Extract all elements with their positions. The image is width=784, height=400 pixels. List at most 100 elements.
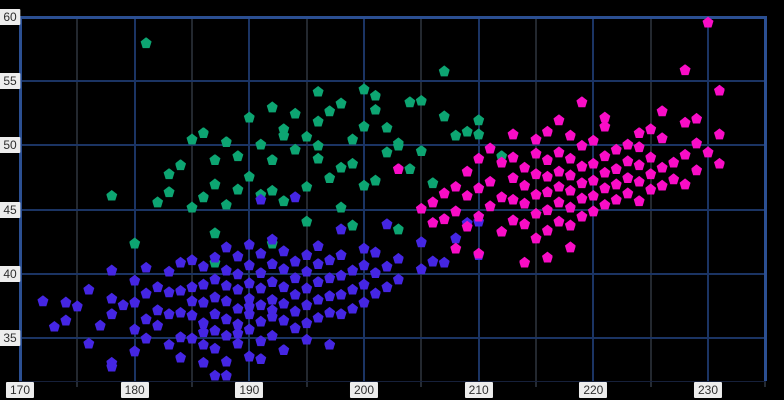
data-point-blue-cluster: [163, 308, 175, 320]
data-point-green-cluster: [324, 172, 336, 183]
data-point-blue-cluster: [117, 299, 129, 311]
data-point-magenta-cluster: [519, 218, 531, 230]
x-tick-mark: [76, 381, 79, 387]
data-point-magenta-cluster: [450, 242, 462, 254]
data-point-blue-cluster: [106, 308, 118, 320]
data-point-magenta-cluster: [713, 157, 725, 169]
data-point-green-cluster: [369, 174, 381, 186]
data-point-blue-cluster: [243, 259, 255, 271]
x-tick-mark: [649, 381, 652, 387]
data-point-magenta-cluster: [415, 202, 427, 214]
data-point-blue-cluster: [301, 282, 313, 294]
data-point-blue-cluster: [220, 329, 232, 341]
data-point-blue-cluster: [197, 326, 209, 338]
data-point-blue-cluster: [140, 332, 152, 344]
data-point-green-cluster: [312, 115, 324, 127]
data-point-magenta-cluster: [564, 184, 576, 196]
data-point-blue-cluster: [197, 356, 209, 368]
data-point-magenta-cluster: [473, 152, 485, 164]
data-point-magenta-cluster: [599, 198, 611, 210]
data-point-green-cluster: [152, 196, 164, 208]
data-point-blue-cluster: [255, 282, 267, 294]
data-point-blue-cluster: [163, 286, 175, 298]
data-point-green-cluster: [301, 180, 313, 192]
data-point-green-cluster: [312, 85, 324, 97]
data-point-blue-cluster: [289, 272, 301, 284]
x-gridline-major: [477, 17, 480, 381]
data-point-magenta-cluster: [587, 174, 599, 186]
x-gridline-minor: [191, 17, 193, 381]
data-point-green-cluster: [358, 120, 370, 132]
data-point-blue-cluster: [415, 236, 427, 248]
data-point-magenta-cluster: [530, 168, 542, 180]
data-point-blue-cluster: [427, 255, 439, 267]
data-point-green-cluster: [324, 105, 336, 117]
data-point-blue-cluster: [220, 264, 232, 276]
data-point-blue-cluster: [48, 320, 60, 332]
data-point-magenta-cluster: [679, 148, 691, 160]
data-point-magenta-cluster: [622, 138, 634, 150]
data-point-magenta-cluster: [576, 177, 588, 189]
data-point-magenta-cluster: [691, 137, 703, 149]
data-point-magenta-cluster: [622, 172, 634, 183]
data-point-magenta-cluster: [484, 200, 496, 212]
y-tick-label: 55: [0, 73, 21, 90]
data-point-blue-cluster: [358, 259, 370, 271]
data-point-green-cluster: [301, 130, 313, 142]
data-point-blue-cluster: [243, 323, 255, 335]
data-point-blue-cluster: [255, 335, 267, 347]
x-gridline-minor: [420, 17, 423, 381]
data-point-magenta-cluster: [519, 197, 531, 209]
data-point-magenta-cluster: [679, 64, 691, 76]
data-point-green-cluster: [266, 184, 278, 196]
x-tick-label: 210: [464, 382, 493, 398]
data-point-blue-cluster: [289, 288, 301, 300]
data-point-blue-cluster: [220, 295, 232, 307]
data-point-blue-cluster: [175, 331, 187, 343]
data-point-magenta-cluster: [645, 123, 657, 135]
y-tick-label: 35: [0, 330, 21, 346]
data-point-blue-cluster: [220, 355, 232, 367]
data-point-magenta-cluster: [633, 141, 645, 153]
data-point-blue-cluster: [175, 351, 187, 363]
data-point-blue-cluster: [335, 288, 347, 300]
y-gridline-major: [20, 144, 766, 147]
data-point-green-cluster: [266, 154, 278, 166]
data-point-blue-cluster: [381, 218, 393, 230]
data-point-magenta-cluster: [541, 204, 553, 216]
data-point-magenta-cluster: [461, 165, 473, 177]
data-point-blue-cluster: [152, 319, 164, 331]
data-point-blue-cluster: [186, 281, 198, 293]
data-point-blue-cluster: [278, 263, 290, 275]
data-point-magenta-cluster: [599, 182, 611, 194]
data-point-green-cluster: [392, 223, 404, 235]
data-point-magenta-cluster: [564, 241, 576, 253]
data-point-magenta-cluster: [656, 179, 668, 191]
data-point-green-cluster: [209, 154, 221, 166]
data-point-magenta-cluster: [507, 172, 519, 183]
top-spine: [19, 16, 767, 19]
data-point-blue-cluster: [255, 267, 267, 279]
data-point-blue-cluster: [106, 264, 118, 276]
data-point-magenta-cluster: [553, 146, 565, 158]
data-point-blue-cluster: [324, 254, 336, 266]
data-point-blue-cluster: [312, 293, 324, 305]
data-point-blue-cluster: [324, 272, 336, 284]
data-point-blue-cluster: [278, 344, 290, 356]
data-point-magenta-cluster: [530, 188, 542, 200]
data-point-blue-cluster: [186, 332, 198, 344]
data-point-magenta-cluster: [656, 105, 668, 117]
data-point-blue-cluster: [358, 242, 370, 254]
data-point-blue-cluster: [324, 338, 336, 350]
data-point-magenta-cluster: [587, 157, 599, 169]
data-point-blue-cluster: [278, 281, 290, 293]
data-point-blue-cluster: [289, 322, 301, 334]
data-point-blue-cluster: [220, 279, 232, 291]
data-point-blue-cluster: [255, 299, 267, 311]
data-point-green-cluster: [106, 189, 118, 201]
data-point-blue-cluster: [347, 283, 359, 295]
data-point-blue-cluster: [232, 268, 244, 280]
data-point-blue-cluster: [243, 300, 255, 312]
data-point-magenta-cluster: [656, 161, 668, 173]
data-point-magenta-cluster: [679, 178, 691, 190]
